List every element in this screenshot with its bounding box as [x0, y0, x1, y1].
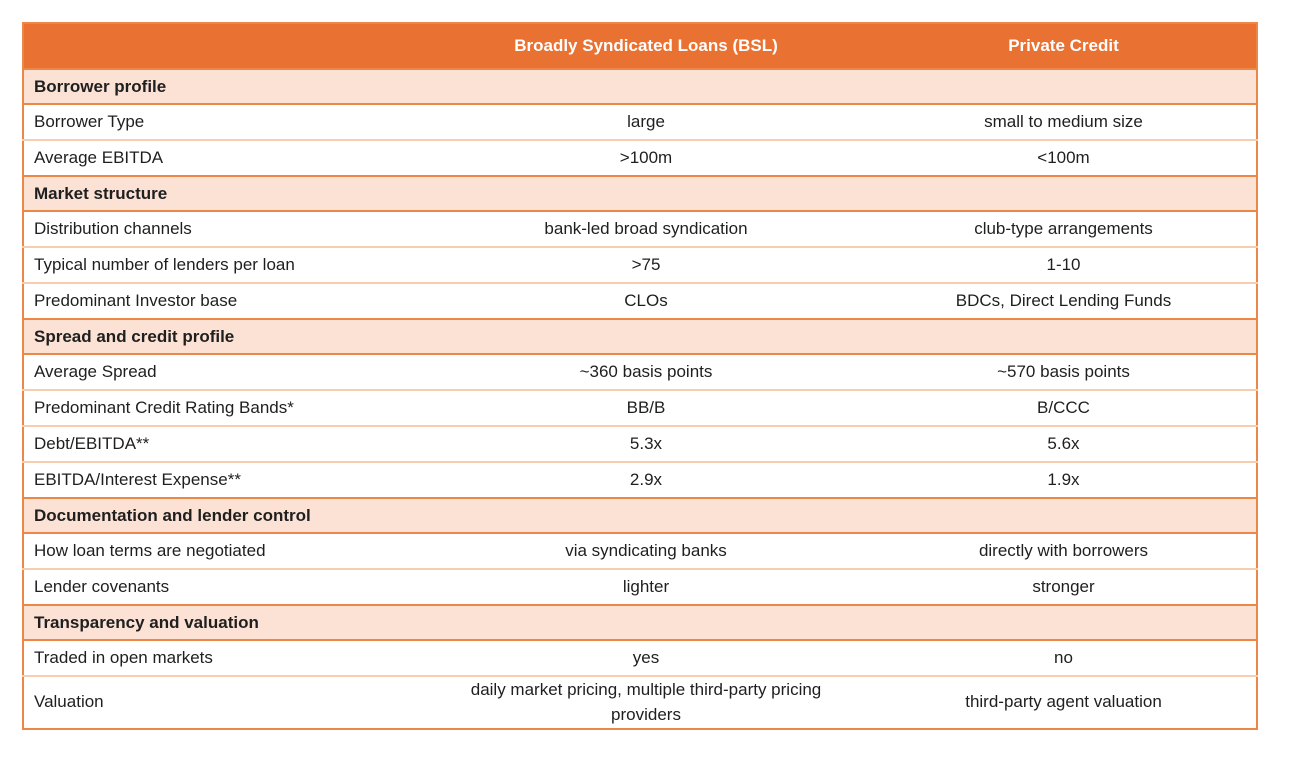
table-body: Borrower profile Borrower Type large small … [23, 68, 1257, 730]
section-row: Borrower profile [23, 68, 1257, 105]
row-label: Debt/EBITDA** [23, 425, 421, 462]
table-row: Borrower Type large small to medium size [23, 104, 1257, 140]
pc-value: B/CCC [871, 389, 1257, 426]
pc-value: BDCs, Direct Lending Funds [871, 282, 1257, 319]
table-row: Distribution channels bank-led broad synd… [23, 211, 1257, 247]
row-label: Average EBITDA [23, 139, 421, 176]
bsl-value: via syndicating banks [421, 533, 871, 569]
section-title: Documentation and lender control [23, 497, 1257, 534]
pc-value: club-type arrangements [871, 211, 1257, 247]
bsl-value: >100m [421, 139, 871, 176]
column-header-private-credit: Private Credit [871, 23, 1257, 69]
section-title: Market structure [23, 175, 1257, 212]
table-row: Average Spread ~360 basis points ~570 basi… [23, 354, 1257, 390]
row-label: Borrower Type [23, 104, 421, 140]
bsl-value: CLOs [421, 282, 871, 319]
bsl-value: yes [421, 640, 871, 676]
pc-value: stronger [871, 568, 1257, 605]
bsl-value: ~360 basis points [421, 354, 871, 390]
bsl-value: BB/B [421, 389, 871, 426]
table-row: Typical number of lenders per loan >75 1-1… [23, 246, 1257, 283]
section-row: Market structure [23, 175, 1257, 212]
table-header: Broadly Syndicated Loans (BSL) Private Cr… [23, 23, 1257, 69]
pc-value: third-party agent valuation [871, 674, 1257, 730]
table-row: Predominant Credit Rating Bands* BB/B B/CC… [23, 389, 1257, 426]
row-label: Predominant Investor base [23, 282, 421, 319]
table-row: How loan terms are negotiated via syndica… [23, 533, 1257, 569]
bsl-value: 5.3x [421, 425, 871, 462]
column-header-bsl: Broadly Syndicated Loans (BSL) [421, 23, 871, 69]
row-label: EBITDA/Interest Expense** [23, 461, 421, 498]
bsl-value: daily market pricing, multiple third-par… [421, 674, 871, 730]
pc-value: 1.9x [871, 461, 1257, 498]
row-label: Valuation [23, 674, 421, 730]
pc-value: small to medium size [871, 104, 1257, 140]
section-row: Spread and credit profile [23, 318, 1257, 355]
pc-value: no [871, 640, 1257, 676]
row-label: Distribution channels [23, 211, 421, 247]
bsl-value: >75 [421, 246, 871, 283]
section-row: Transparency and valuation [23, 604, 1257, 641]
table-row: Predominant Investor base CLOs BDCs, Direc… [23, 282, 1257, 319]
section-title: Borrower profile [23, 68, 1257, 105]
table-row: Valuation daily market pricing, multiple … [23, 674, 1257, 730]
pc-value: ~570 basis points [871, 354, 1257, 390]
row-label: Predominant Credit Rating Bands* [23, 389, 421, 426]
comparison-table: Broadly Syndicated Loans (BSL) Private Cr… [22, 22, 1258, 731]
row-label: Traded in open markets [23, 640, 421, 676]
section-title: Transparency and valuation [23, 604, 1257, 641]
row-label: Average Spread [23, 354, 421, 390]
pc-value: directly with borrowers [871, 533, 1257, 569]
header-row: Broadly Syndicated Loans (BSL) Private Cr… [23, 23, 1257, 69]
column-header-blank [23, 23, 421, 69]
bsl-value: lighter [421, 568, 871, 605]
table-row: Traded in open markets yes no [23, 640, 1257, 676]
table-row: Lender covenants lighter stronger [23, 568, 1257, 605]
row-label: Typical number of lenders per loan [23, 246, 421, 283]
pc-value: 1-10 [871, 246, 1257, 283]
row-label: How loan terms are negotiated [23, 533, 421, 569]
section-title: Spread and credit profile [23, 318, 1257, 355]
bsl-value: bank-led broad syndication [421, 211, 871, 247]
bsl-value: 2.9x [421, 461, 871, 498]
pc-value: 5.6x [871, 425, 1257, 462]
row-label: Lender covenants [23, 568, 421, 605]
table-row: Average EBITDA >100m <100m [23, 139, 1257, 176]
pc-value: <100m [871, 139, 1257, 176]
bsl-value: large [421, 104, 871, 140]
table-row: EBITDA/Interest Expense** 2.9x 1.9x [23, 461, 1257, 498]
table-row: Debt/EBITDA** 5.3x 5.6x [23, 425, 1257, 462]
section-row: Documentation and lender control [23, 497, 1257, 534]
